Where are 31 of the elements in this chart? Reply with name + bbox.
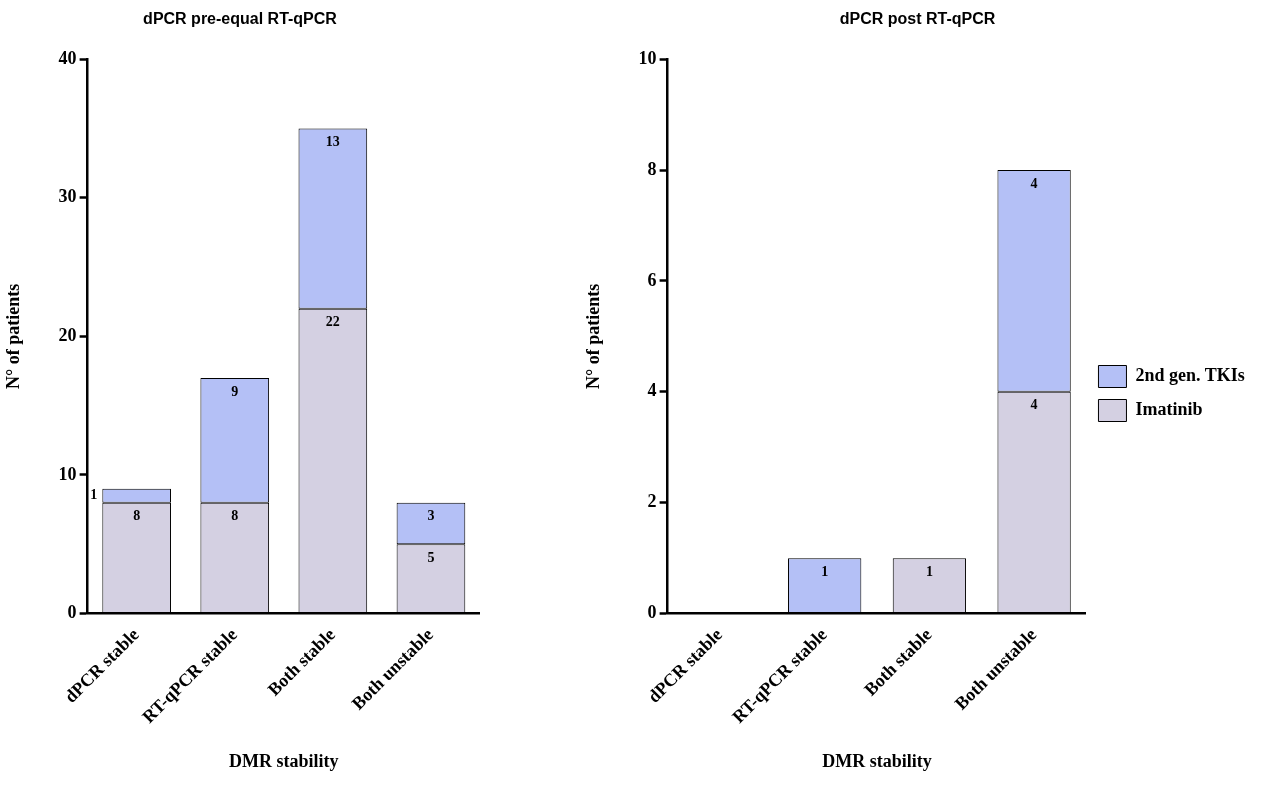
y-tick-label: 8 (647, 158, 657, 179)
legend-label: Imatinib (1135, 399, 1203, 420)
data-label: 22 (325, 314, 340, 330)
y-tick-label: 10 (638, 47, 657, 68)
data-label: 13 (325, 134, 340, 150)
data-label: 8 (133, 508, 141, 524)
y-tick-label: 40 (58, 47, 77, 68)
y-tick-label: 4 (647, 380, 657, 401)
y-tick-label: 20 (58, 325, 77, 346)
y-tick-label: 10 (58, 463, 77, 484)
data-label: 1 (925, 563, 933, 579)
data-label: 8 (231, 508, 239, 524)
data-label: 4 (1030, 175, 1038, 191)
data-label: 1 (821, 563, 829, 579)
data-label: 5 (427, 549, 435, 565)
legend-label: 2nd gen. TKIs (1135, 365, 1245, 386)
y-axis-title: N° of patients (3, 283, 24, 389)
y-tick-label: 0 (67, 602, 77, 623)
x-axis-title: DMR stability (822, 750, 932, 771)
data-label: 3 (427, 508, 435, 524)
y-tick-label: 6 (647, 269, 657, 290)
x-axis-title: DMR stability (229, 750, 339, 771)
y-tick-label: 30 (58, 186, 77, 207)
data-label: 9 (231, 383, 239, 399)
y-tick-label: 0 (647, 602, 657, 623)
chart-title: dPCR post RT-qPCR (839, 10, 996, 28)
data-label: 1 (90, 487, 98, 503)
y-tick-label: 2 (647, 491, 657, 512)
y-axis-title: N° of patients (583, 283, 604, 389)
data-label: 4 (1030, 397, 1038, 413)
chart-title: dPCR pre-equal RT-qPCR (143, 10, 338, 28)
